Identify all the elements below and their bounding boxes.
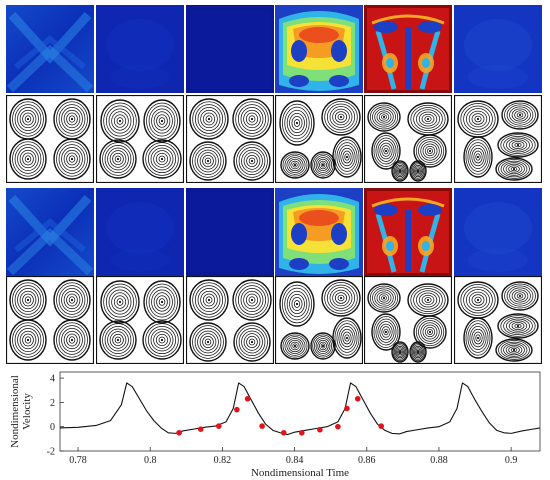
marker-point bbox=[335, 423, 341, 430]
colormap-panel bbox=[186, 188, 274, 276]
plot-frame bbox=[59, 371, 541, 452]
streamline-panel bbox=[275, 276, 363, 364]
marker-point bbox=[244, 395, 251, 402]
y-axis: -2 0 2 4 bbox=[47, 374, 64, 458]
colormap-field bbox=[275, 188, 363, 276]
x-tick-label: 0.86 bbox=[358, 455, 376, 466]
colormap-field bbox=[96, 5, 184, 93]
colormap-panel bbox=[275, 188, 363, 276]
marker-point bbox=[299, 429, 305, 436]
colormap-panel bbox=[454, 5, 542, 93]
x-axis-label: Nondimensional Time bbox=[251, 467, 349, 479]
x-tick-label: 0.88 bbox=[430, 455, 448, 466]
x-axis: 0.78 0.8 0.82 0.84 0.86 0.88 0.9 bbox=[69, 447, 517, 466]
colormap-field bbox=[364, 5, 452, 93]
colormap-field bbox=[96, 188, 184, 276]
colormap-panel bbox=[6, 188, 94, 276]
velocity-line bbox=[59, 382, 541, 436]
streamline-panel bbox=[186, 276, 274, 364]
x-tick-label: 0.9 bbox=[505, 455, 518, 466]
marker-point bbox=[354, 395, 361, 402]
streamline-field bbox=[364, 276, 452, 364]
colormap-panel bbox=[454, 188, 542, 276]
streamline-panel bbox=[454, 95, 542, 183]
colormap-field bbox=[454, 188, 542, 276]
streamline-field bbox=[454, 95, 542, 183]
marker-point bbox=[280, 429, 287, 436]
colormap-field bbox=[6, 5, 94, 93]
colormap-field bbox=[186, 5, 274, 93]
streamline-field bbox=[454, 276, 542, 364]
y-tick-label: 0 bbox=[50, 422, 55, 433]
marker-point bbox=[215, 423, 222, 429]
colormap-panel bbox=[6, 5, 94, 93]
colormap-field bbox=[6, 188, 94, 276]
colormap-panel bbox=[364, 5, 452, 93]
marker-point bbox=[197, 426, 204, 432]
marker-point bbox=[234, 406, 240, 413]
streamline-panel bbox=[454, 276, 542, 364]
streamline-field bbox=[6, 95, 94, 183]
marker-point bbox=[259, 423, 265, 429]
x-tick-label: 0.8 bbox=[144, 455, 157, 466]
marker-point bbox=[378, 423, 385, 429]
streamline-field bbox=[186, 276, 274, 364]
colormap-field bbox=[454, 5, 542, 93]
x-tick-label: 0.82 bbox=[214, 455, 232, 466]
colormap-panel bbox=[186, 5, 274, 93]
streamline-panel bbox=[364, 95, 452, 183]
y-tick-label: 4 bbox=[50, 374, 55, 385]
streamline-panel bbox=[6, 276, 94, 364]
streamline-field bbox=[6, 276, 94, 364]
plot-series bbox=[59, 382, 541, 436]
colormap-field bbox=[364, 188, 452, 276]
streamline-field bbox=[96, 95, 184, 183]
streamline-field bbox=[275, 95, 363, 183]
colormap-panel bbox=[275, 5, 363, 93]
streamline-field bbox=[186, 95, 274, 183]
streamline-field bbox=[364, 95, 452, 183]
colormap-field bbox=[275, 5, 363, 93]
streamline-field bbox=[96, 276, 184, 364]
y-tick-label: -2 bbox=[47, 447, 55, 458]
streamline-panel bbox=[96, 276, 184, 364]
marker-point bbox=[176, 429, 182, 436]
streamline-panel bbox=[364, 276, 452, 364]
x-tick-label: 0.78 bbox=[69, 455, 87, 466]
streamline-panel bbox=[186, 95, 274, 183]
streamline-panel bbox=[6, 95, 94, 183]
colormap-panel bbox=[96, 5, 184, 93]
marker-point bbox=[344, 405, 350, 412]
colormap-panel bbox=[96, 188, 184, 276]
streamline-panel bbox=[275, 95, 363, 183]
x-tick-label: 0.84 bbox=[286, 455, 304, 466]
colormap-panel bbox=[364, 188, 452, 276]
streamline-panel bbox=[96, 95, 184, 183]
streamline-field bbox=[275, 276, 363, 364]
y-tick-label: 2 bbox=[50, 398, 55, 409]
marker-point bbox=[317, 426, 323, 433]
y-axis-label: NondimensionalVelocity bbox=[9, 375, 33, 448]
colormap-field bbox=[186, 188, 274, 276]
